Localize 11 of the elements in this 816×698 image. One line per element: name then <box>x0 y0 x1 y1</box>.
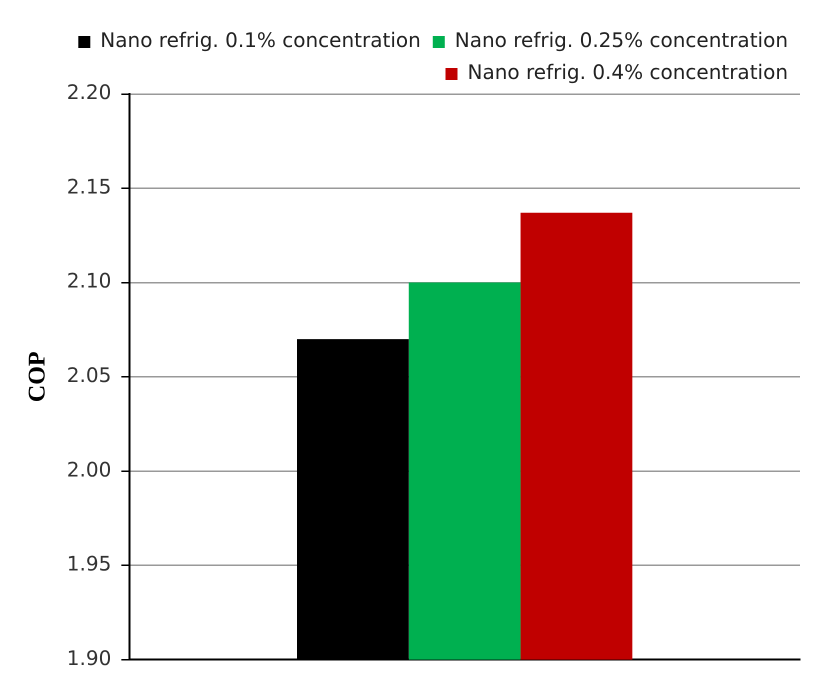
y-tick-label: 1.90 <box>66 646 112 670</box>
y-tick-label: 2.10 <box>66 268 112 293</box>
y-tick-label: 2.05 <box>66 363 112 388</box>
y-tick-label: 1.95 <box>66 552 112 576</box>
y-tick-label: 2.15 <box>66 174 112 198</box>
legend-label: Nano refrig. 0.4% concentration <box>468 60 788 84</box>
legend-label: Nano refrig. 0.1% concentration <box>100 28 421 52</box>
y-tick-label: 2.00 <box>66 457 112 482</box>
legend-label: Nano refrig. 0.25% concentration <box>454 28 788 52</box>
y-axis-title: COP <box>24 351 51 402</box>
y-tick-label: 2.20 <box>66 80 112 104</box>
